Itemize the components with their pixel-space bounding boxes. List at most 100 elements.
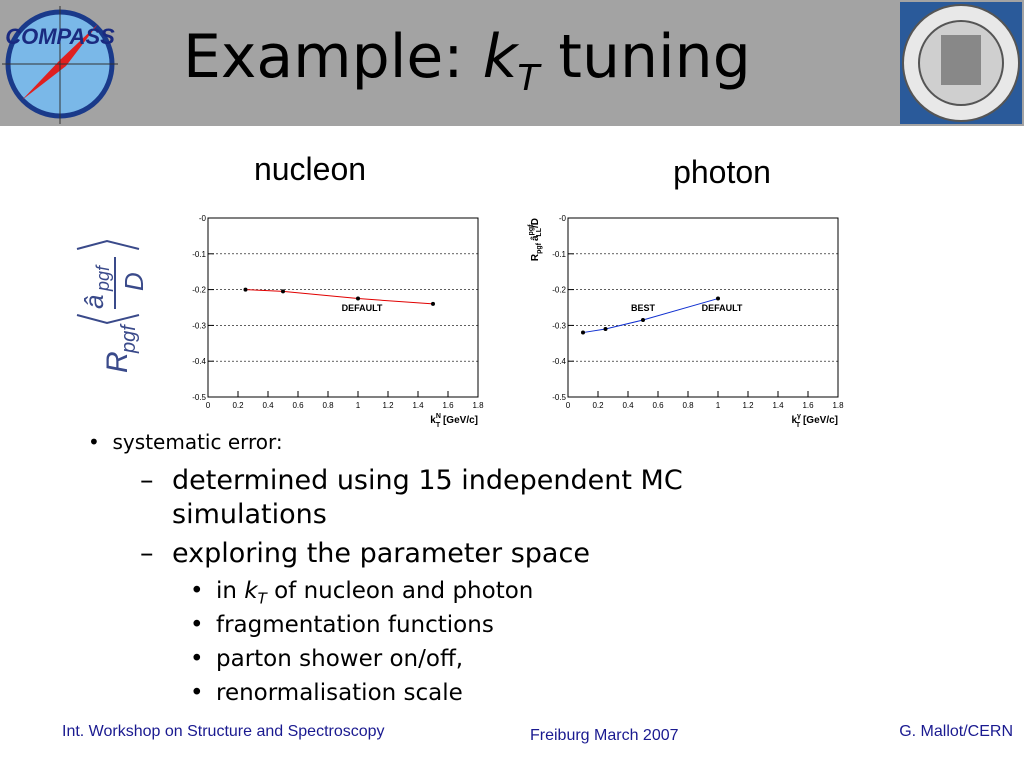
chart: nucleon -0 -0.1 -0.2 -0.3 -0.4 -0.50 0.2 0.4 0.6 0… xyxy=(192,151,484,429)
bullet-dot: • xyxy=(190,578,204,604)
bullet-dot: • xyxy=(190,646,204,672)
data-point xyxy=(641,318,645,323)
footer-right: G. Mallot/CERN xyxy=(899,723,1013,740)
title-sub: T xyxy=(517,58,540,99)
y-tick-label: -0.1 xyxy=(552,250,566,259)
data-line xyxy=(582,298,719,334)
x-tick-label: 0.6 xyxy=(292,401,304,410)
y-label-a: â xyxy=(530,235,541,241)
plot-frame xyxy=(207,217,479,398)
bullet-text: parton shower on/off, xyxy=(216,646,464,672)
data-point xyxy=(716,296,720,301)
header-band xyxy=(0,0,1024,126)
x-tick-label: 1 xyxy=(716,401,721,410)
x-tick-label: 0.4 xyxy=(622,401,634,410)
formula-r-sub: pgf xyxy=(118,323,140,354)
bullet-text: fragmentation functions xyxy=(216,612,494,638)
data-point xyxy=(243,287,248,292)
bullet: • systematic error: xyxy=(88,430,283,454)
x-axis-label: kN T [GeV/c] xyxy=(430,413,478,429)
x-tick-label: 0.4 xyxy=(262,401,274,410)
sub-sub-bullet: • in kT of nucleon and photon xyxy=(190,578,533,608)
data-point xyxy=(581,330,585,335)
data-point xyxy=(356,296,360,301)
bullet-dot: • xyxy=(190,612,204,638)
data-point xyxy=(281,289,285,294)
x-tick-label: 0.2 xyxy=(592,401,604,410)
y-tick-label: -0.2 xyxy=(192,286,206,295)
y-tick-label: -0.1 xyxy=(192,250,206,259)
data-point xyxy=(431,301,435,306)
university-seal xyxy=(900,2,1022,124)
compass-logo: COMPASS xyxy=(2,6,118,124)
annotation: BEST xyxy=(631,303,656,313)
x-label-sub: T xyxy=(796,422,801,429)
x-tick-label: 1 xyxy=(356,401,361,410)
footer-center: Freiburg March 2007 xyxy=(530,727,679,744)
bracket xyxy=(76,239,140,250)
charts: nucleon-0-0.1-0.2-0.3-0.4-0.50 0.2 0.4 0.6 0… xyxy=(192,151,844,429)
chart: photon -0 -0.1 -0.2 -0.3 -0.4 -0.50 0.2 0.4 0.6 0.… xyxy=(528,154,844,429)
chart-title: photon xyxy=(673,154,771,190)
sub-bullet: – exploring the parameter space xyxy=(140,537,780,571)
x-tick-label: 1.2 xyxy=(382,401,394,410)
x-tick-label: 1.8 xyxy=(472,401,484,410)
y-tick-label: -0 xyxy=(559,214,567,223)
title-k: k xyxy=(482,22,518,92)
x-tick-label: 1.6 xyxy=(802,401,814,410)
x-tick-label: 0.6 xyxy=(652,401,664,410)
x-label-k: k xyxy=(791,415,797,426)
y-tick-label: -0.5 xyxy=(192,393,206,402)
x-axis-label: kγ T [GeV/c] xyxy=(791,413,838,429)
sub-sub-bullet: • renormalisation scale xyxy=(190,680,463,706)
bullet-text: exploring the parameter space xyxy=(172,538,590,569)
chart-title: nucleon xyxy=(254,151,366,187)
x-tick-label: 1.6 xyxy=(442,401,454,410)
x-label-sub: T xyxy=(436,422,441,429)
data-line xyxy=(245,289,434,305)
sub-bullet: – determined using 15 independent MC simu… xyxy=(140,464,780,532)
footer-left: Int. Workshop on Structure and Spectrosc… xyxy=(62,723,385,740)
plot-frame xyxy=(567,217,839,398)
formula-a: â xyxy=(79,295,109,309)
x-label-sup: N xyxy=(436,413,441,420)
bullet-text: in xyxy=(216,578,245,604)
title-text: Example: xyxy=(183,22,483,92)
x-label-k: k xyxy=(430,415,436,426)
bullet-k: k xyxy=(244,578,258,604)
bullet-text: systematic error: xyxy=(112,430,283,454)
bullet-text: of nucleon and photon xyxy=(266,578,534,604)
y-label-sup: pgf xyxy=(528,224,535,236)
dash: – xyxy=(140,538,154,569)
y-axis-label: RpgfâpgfLL/D xyxy=(528,218,543,261)
y-label-text: /D xyxy=(530,218,541,228)
dash: – xyxy=(140,465,154,496)
y-label-sub: LL xyxy=(536,227,543,236)
y-tick-label: -0.4 xyxy=(552,357,566,366)
y-label-r: R xyxy=(530,253,541,261)
slide-title: Example: kT tuning xyxy=(183,22,751,99)
y-label-sub: pgf xyxy=(536,242,543,254)
y-tick-label: -0 xyxy=(199,214,207,223)
seal-figure xyxy=(941,35,981,85)
bullet-text: determined using 15 independent MC simul… xyxy=(172,465,683,530)
x-tick-label: 1.8 xyxy=(832,401,844,410)
formula-a-sub: pgf xyxy=(93,264,113,292)
x-tick-label: 0.8 xyxy=(682,401,694,410)
y-tick-label: -0.2 xyxy=(552,286,566,295)
bullet-dot: • xyxy=(88,430,100,454)
x-tick-label: 1.4 xyxy=(772,401,784,410)
x-label-text: [GeV/c] xyxy=(440,415,478,426)
x-label-text: [GeV/c] xyxy=(800,415,838,426)
logo-text: COMPASS xyxy=(5,24,115,49)
formula-r: R xyxy=(101,351,134,373)
formula: R pgf â pgf D xyxy=(76,239,149,373)
x-tick-label: 1.4 xyxy=(412,401,424,410)
x-tick-label: 0.8 xyxy=(322,401,334,410)
title-text: tuning xyxy=(539,22,751,92)
formula-d: D xyxy=(119,272,149,291)
x-tick-label: 0 xyxy=(206,401,211,410)
y-tick-label: -0.4 xyxy=(192,357,206,366)
bullet-text: renormalisation scale xyxy=(216,680,463,706)
